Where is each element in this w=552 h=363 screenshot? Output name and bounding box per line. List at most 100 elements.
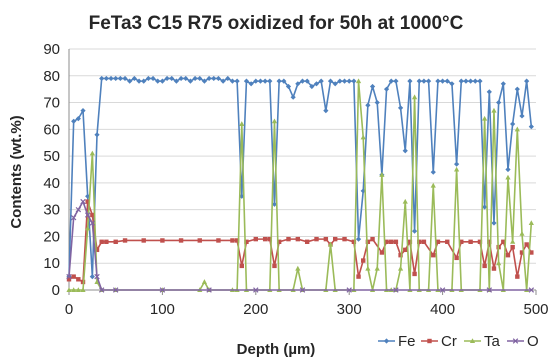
fe-point bbox=[117, 75, 123, 82]
cr-point bbox=[76, 277, 81, 282]
legend-item-cr: Cr bbox=[421, 333, 457, 350]
fe-point bbox=[323, 107, 329, 114]
cr-point bbox=[407, 239, 413, 244]
fe-point bbox=[524, 78, 530, 84]
fe-point bbox=[337, 78, 343, 84]
axes bbox=[68, 49, 537, 295]
fe-point bbox=[145, 75, 151, 82]
ta-point bbox=[201, 279, 208, 284]
fe-point bbox=[267, 78, 273, 84]
cr-point bbox=[356, 274, 361, 279]
fe-point bbox=[472, 78, 478, 84]
ta-point bbox=[411, 94, 418, 100]
fe-point bbox=[332, 81, 338, 87]
x-tick-label: 0 bbox=[65, 301, 73, 318]
cr-point bbox=[482, 263, 487, 269]
fe-point bbox=[528, 124, 534, 130]
cr-point bbox=[370, 236, 375, 242]
fe-point bbox=[449, 81, 455, 87]
cr-point bbox=[295, 236, 301, 242]
ta-point bbox=[454, 166, 460, 172]
fe-line bbox=[68, 77, 533, 278]
fe-point bbox=[243, 78, 250, 84]
fe-point bbox=[388, 78, 394, 84]
cr-point bbox=[501, 239, 506, 244]
legend-marker-ta bbox=[469, 338, 476, 343]
fe-point bbox=[192, 75, 198, 82]
fe-point bbox=[454, 161, 460, 167]
fe-point bbox=[229, 78, 236, 84]
fe-point bbox=[127, 78, 133, 84]
cr-point bbox=[524, 242, 529, 247]
y-tick-label: 70 bbox=[43, 95, 60, 112]
o-point bbox=[94, 273, 100, 280]
fe-point bbox=[421, 78, 427, 84]
fe-point bbox=[374, 99, 380, 106]
ta-point bbox=[365, 265, 371, 271]
cr-point bbox=[113, 239, 118, 244]
ta-point bbox=[80, 287, 86, 292]
ta-point bbox=[505, 174, 511, 180]
legend-label-ta: Ta bbox=[484, 333, 501, 350]
o-point bbox=[89, 220, 96, 226]
cr-point bbox=[389, 239, 394, 244]
ta-point bbox=[397, 265, 404, 271]
fe-point bbox=[505, 166, 511, 173]
fe-point bbox=[477, 78, 483, 84]
o-point bbox=[253, 287, 259, 293]
cr-point bbox=[454, 255, 459, 261]
cr-point bbox=[253, 236, 258, 242]
fe-point bbox=[155, 78, 161, 84]
ta-point bbox=[85, 225, 91, 231]
series-lines bbox=[66, 75, 535, 293]
fe-point bbox=[211, 75, 217, 82]
fe-point bbox=[141, 78, 147, 84]
fe-point bbox=[113, 75, 119, 82]
fe-point bbox=[262, 78, 268, 84]
ta-point bbox=[496, 260, 502, 266]
cr-point bbox=[459, 239, 464, 244]
fe-point bbox=[271, 201, 278, 207]
fe-point bbox=[304, 78, 310, 84]
fe-point bbox=[435, 78, 441, 84]
cr-point bbox=[505, 252, 511, 258]
fe-point bbox=[197, 75, 203, 82]
y-tick-label: 60 bbox=[43, 121, 60, 138]
cr-point bbox=[262, 236, 268, 242]
legend-item-o: O bbox=[507, 333, 539, 350]
cr-point bbox=[417, 239, 422, 244]
fe-point bbox=[468, 78, 474, 84]
o-point bbox=[84, 212, 91, 218]
fe-point bbox=[346, 78, 352, 84]
cr-point bbox=[435, 239, 441, 244]
cr-point bbox=[267, 236, 273, 242]
legend-item-ta: Ta bbox=[464, 333, 501, 350]
cr-point bbox=[304, 239, 310, 244]
fe-point bbox=[187, 78, 194, 84]
ta-point bbox=[402, 198, 408, 204]
series-cr bbox=[66, 199, 534, 285]
fe-point bbox=[131, 75, 137, 82]
fe-point bbox=[510, 121, 516, 127]
cr-point bbox=[323, 236, 329, 242]
cr-point bbox=[351, 239, 357, 244]
fe-point bbox=[318, 78, 324, 84]
fe-point bbox=[402, 148, 408, 154]
fe-point bbox=[295, 81, 301, 87]
o-point bbox=[112, 287, 119, 293]
x-tick-label: 300 bbox=[337, 301, 362, 318]
fe-point bbox=[299, 78, 306, 84]
fe-point bbox=[89, 274, 95, 280]
fe-point bbox=[169, 75, 175, 82]
fe-point bbox=[383, 86, 390, 92]
fe-point bbox=[351, 78, 357, 84]
o-point bbox=[299, 287, 306, 293]
legend-item-fe: Fe bbox=[378, 333, 416, 350]
fe-point bbox=[80, 107, 86, 114]
fe-point bbox=[440, 78, 446, 84]
chart-title: FeTa3 C15 R75 oxidized for 50h at 1000°C bbox=[89, 13, 464, 34]
cr-point bbox=[510, 244, 515, 250]
legend-label-o: O bbox=[527, 333, 539, 350]
cr-point bbox=[141, 238, 146, 243]
